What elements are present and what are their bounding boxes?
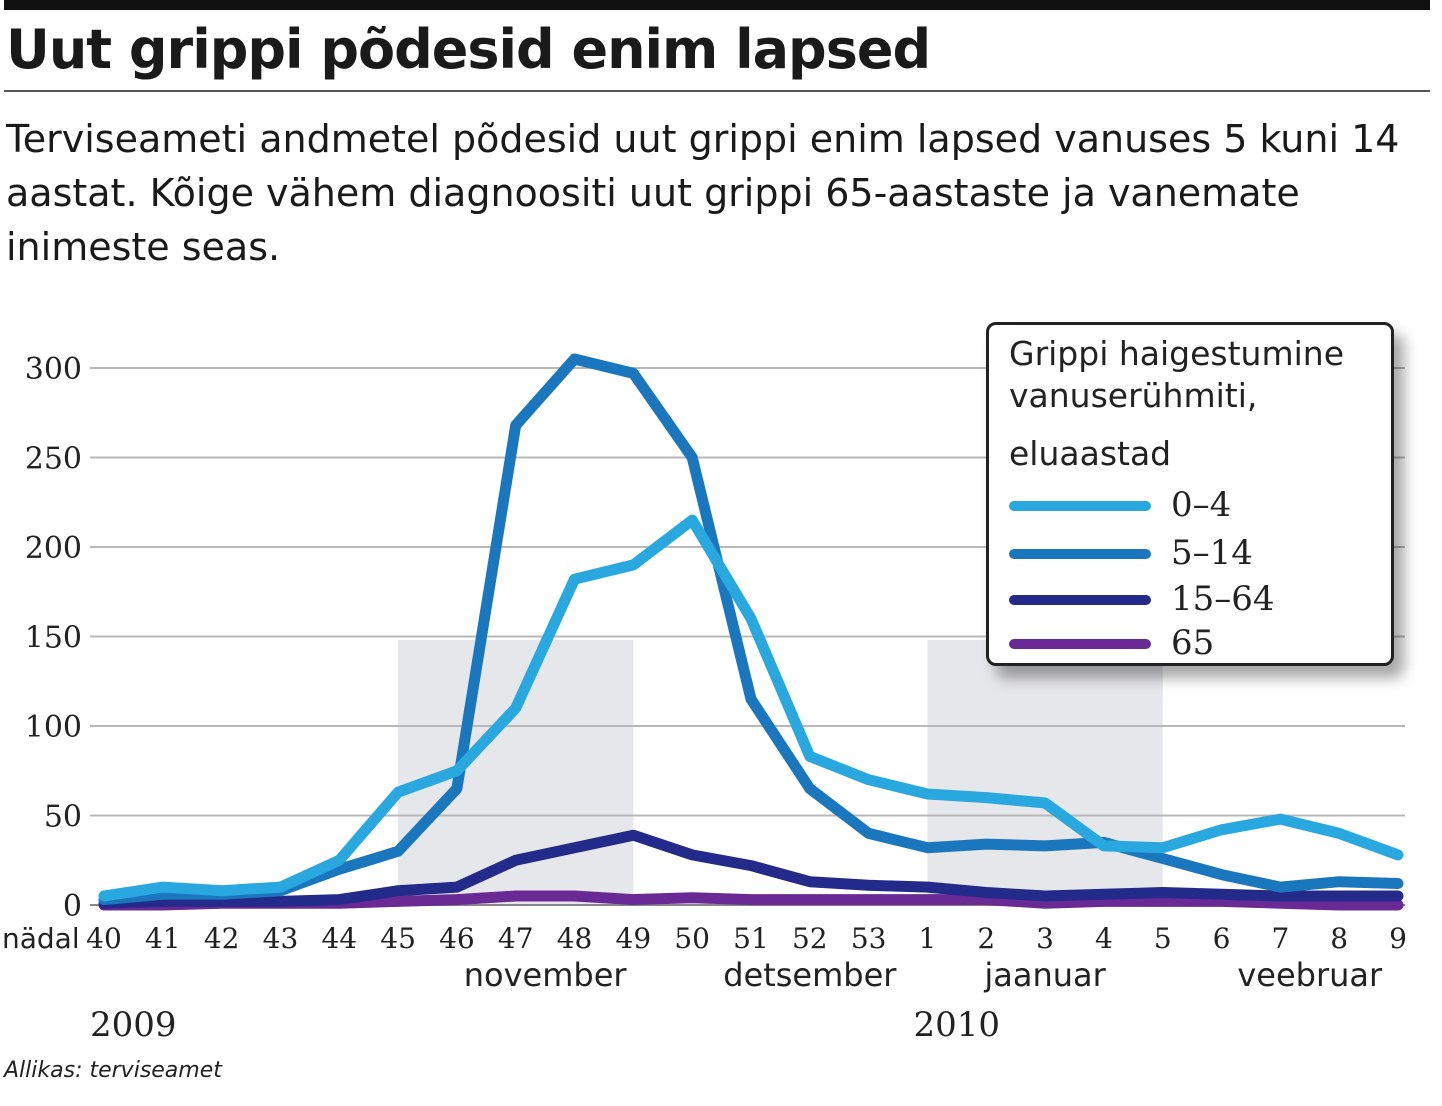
legend-item-15-64: 15–64: [1009, 579, 1389, 619]
month-label-2: jaanuar: [983, 956, 1106, 994]
x-axis-label: nädal: [2, 922, 80, 955]
legend-swatch-15-64: [1009, 595, 1151, 605]
x-tick-label-2: 2: [977, 922, 995, 955]
x-tick-label-50: 50: [674, 922, 710, 955]
x-tick-label-1: 1: [919, 922, 937, 955]
legend-swatch-65: [1009, 639, 1151, 649]
legend-label-5-14: 5–14: [1171, 533, 1253, 573]
x-tick-label-7: 7: [1271, 922, 1289, 955]
y-tick-label-250: 250: [25, 442, 82, 477]
series-line-0-4: [98, 514, 1404, 902]
y-tick-label-150: 150: [25, 621, 82, 656]
x-tick-label-46: 46: [439, 922, 475, 955]
top-rule: [4, 0, 1430, 10]
x-tick-label-42: 42: [204, 922, 240, 955]
series-line-15-64: [98, 829, 1404, 909]
x-tick-label-48: 48: [557, 922, 593, 955]
month-label-1: detsember: [723, 956, 897, 994]
legend-swatch-5-14: [1009, 549, 1151, 559]
legend-item-5-14: 5–14: [1009, 533, 1389, 573]
x-tick-label-43: 43: [263, 922, 299, 955]
x-tick-label-51: 51: [733, 922, 769, 955]
legend-item-65: 65: [1009, 623, 1389, 663]
x-tick-label-6: 6: [1213, 922, 1231, 955]
legend-swatch-0-4: [1009, 501, 1151, 511]
legend-item-0-4: 0–4: [1009, 485, 1389, 525]
month-label-3: veebruar: [1237, 956, 1383, 994]
year-label-2009: 2009: [90, 1005, 177, 1045]
x-tick-label-45: 45: [380, 922, 416, 955]
legend-subtitle: eluaastad: [1009, 434, 1172, 473]
x-tick-label-47: 47: [498, 922, 534, 955]
x-tick-label-3: 3: [1036, 922, 1054, 955]
headline: Uut grippi põdesid enim lapsed: [6, 18, 931, 81]
y-tick-label-200: 200: [25, 531, 82, 566]
source-note: Allikas: terviseamet: [4, 1058, 222, 1083]
legend-title: Grippi haigestumine vanuserühmiti,: [1009, 334, 1344, 415]
x-tick-label-4: 4: [1095, 922, 1113, 955]
month-label-0: november: [464, 956, 628, 994]
x-tick-label-8: 8: [1330, 922, 1348, 955]
y-tick-label-0: 0: [63, 889, 82, 924]
lede-paragraph: Terviseameti andmetel põdesid uut grippi…: [6, 117, 1400, 269]
legend-label-0-4: 0–4: [1171, 485, 1232, 525]
legend-label-15-64: 15–64: [1171, 579, 1275, 619]
shaded-band-1: [927, 640, 1163, 905]
x-tick-label-41: 41: [145, 922, 181, 955]
x-tick-label-40: 40: [86, 922, 122, 955]
series-line-5-14: [98, 353, 1404, 906]
x-tick-label-5: 5: [1154, 922, 1172, 955]
x-tick-label-44: 44: [321, 922, 357, 955]
year-label-2010: 2010: [913, 1005, 1000, 1045]
y-tick-label-50: 50: [44, 800, 82, 835]
y-tick-label-100: 100: [25, 710, 82, 745]
legend-label-65: 65: [1171, 623, 1215, 663]
headline-rule: [4, 90, 1430, 92]
x-tick-label-53: 53: [851, 922, 887, 955]
x-tick-label-9: 9: [1389, 922, 1407, 955]
y-tick-label-300: 300: [25, 352, 82, 387]
x-tick-label-52: 52: [792, 922, 828, 955]
x-tick-label-49: 49: [616, 922, 652, 955]
legend-box: Grippi haigestumine vanuserühmiti, eluaa…: [986, 322, 1394, 666]
